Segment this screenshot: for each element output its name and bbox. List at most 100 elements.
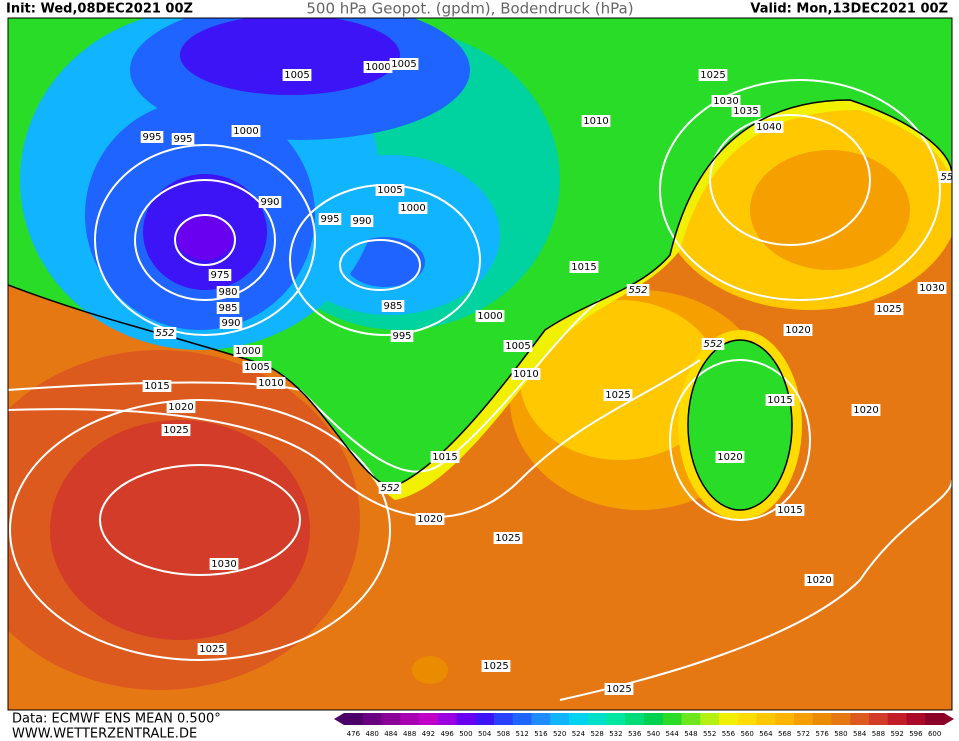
colorbar-swatch — [681, 713, 701, 725]
colorbar-label: 480 — [365, 730, 378, 738]
colorbar-swatch — [812, 713, 832, 725]
contour-label: 552 — [155, 328, 174, 339]
colorbar-swatch — [925, 713, 945, 725]
isobar-label-box — [216, 286, 240, 298]
isobar-label-box — [754, 121, 784, 133]
colorbar-label: 560 — [740, 730, 753, 738]
isobar-label-box — [851, 404, 881, 416]
contour-label-box — [626, 284, 650, 296]
contour-label-box — [938, 171, 952, 183]
isobar-label-box — [917, 282, 947, 294]
isobar-label: 995 — [392, 331, 411, 342]
isobar-label-box — [142, 380, 172, 392]
isobar-label-box — [381, 300, 405, 312]
isobar-label-box — [258, 196, 282, 208]
contour-label: 552 — [380, 483, 399, 494]
isobar-label-box — [375, 184, 405, 196]
isobar-label-box — [282, 69, 312, 81]
colorbar-swatch — [512, 713, 532, 725]
init-time: Init: Wed,08DEC2021 00Z — [6, 2, 193, 17]
isobar-label: 985 — [218, 303, 237, 314]
map-title: 500 hPa Geopot. (gpdm), Bodendruck (hPa) — [306, 0, 633, 18]
isobar-label-box — [390, 330, 414, 342]
contour-label-box — [153, 327, 177, 339]
colorbar-label: 476 — [347, 730, 361, 738]
isobar-label: 1005 — [244, 362, 269, 373]
isobar-label: 1020 — [168, 402, 193, 413]
contour-label: 552 — [703, 339, 722, 350]
isobar-label: 1005 — [377, 185, 402, 196]
isobar-label-box — [581, 115, 611, 127]
colorbar-swatch — [400, 713, 420, 725]
valid-time: Valid: Mon,13DEC2021 00Z — [750, 2, 948, 17]
colorbar-arrow-left — [334, 713, 344, 725]
colorbar-label: 552 — [703, 730, 716, 738]
colorbar-swatch — [887, 713, 907, 725]
colorbar-label: 596 — [909, 730, 923, 738]
colorbar-label: 520 — [553, 730, 566, 738]
isobar-label: 1015 — [571, 262, 596, 273]
isobar-label: 975 — [210, 270, 229, 281]
isobar-label-box — [231, 125, 261, 137]
colorbar-arrow-right — [944, 713, 954, 725]
colorbar-label: 516 — [534, 730, 548, 738]
isobar-label: 990 — [221, 318, 240, 329]
colorbar-label: 488 — [403, 730, 416, 738]
isobar-label-box — [604, 683, 634, 695]
isobar-label: 1040 — [756, 122, 781, 133]
isobar-label-box — [161, 424, 191, 436]
isobar-label: 980 — [218, 287, 237, 298]
colorbar-swatch — [550, 713, 570, 725]
colorbar-swatch — [719, 713, 739, 725]
isobar-label-box — [475, 310, 505, 322]
isobar-label: 1025 — [483, 661, 508, 672]
colorbar-swatch — [625, 713, 645, 725]
isobar-label-box — [569, 261, 599, 273]
isobar-label: 995 — [320, 214, 339, 225]
isobar-label: 1000 — [365, 62, 390, 73]
isobar-label: 1025 — [876, 304, 901, 315]
colorbar-label: 496 — [440, 730, 454, 738]
isobar-label-box — [350, 215, 374, 227]
isobar-label-box — [242, 361, 272, 373]
isobar-label: 1020 — [853, 405, 878, 416]
website: WWW.WETTERZENTRALE.DE — [12, 727, 197, 741]
isobar-label: 1015 — [767, 395, 792, 406]
isobar-label: 1025 — [605, 390, 630, 401]
isobar-label: 1025 — [199, 644, 224, 655]
isobar-label-box — [140, 131, 164, 143]
isobar-label-box — [775, 504, 805, 516]
isobar-label: 1010 — [583, 116, 608, 127]
data-source: Data: ECMWF ENS MEAN 0.500° — [12, 712, 221, 727]
isobar-label: 1025 — [606, 684, 631, 695]
isobar-label-box — [783, 324, 813, 336]
isobar-label: 1020 — [417, 514, 442, 525]
isobar-label: 1000 — [233, 126, 258, 137]
colorbar-swatch — [437, 713, 457, 725]
colorbar-swatch — [587, 713, 607, 725]
isobar-label-box — [698, 69, 728, 81]
colorbar-swatch — [381, 713, 401, 725]
colorbar-label: 544 — [665, 730, 679, 738]
colorbar-label: 536 — [628, 730, 642, 738]
isobar-label: 1015 — [144, 381, 169, 392]
isobar-label: 1010 — [258, 378, 283, 389]
colorbar-swatch — [456, 713, 476, 725]
isobar-label: 1025 — [495, 533, 520, 544]
isobar-label-box — [804, 574, 834, 586]
isobar-label-box — [430, 451, 460, 463]
colorbar-swatch — [906, 713, 926, 725]
isobar-label: 1020 — [785, 325, 810, 336]
colorbar-label: 584 — [853, 730, 867, 738]
isobar-label: 1020 — [717, 452, 742, 463]
colorbar-label: 540 — [647, 730, 660, 738]
colorbar-swatch — [344, 713, 364, 725]
isobar-label-box — [874, 303, 904, 315]
colorbar-label: 600 — [928, 730, 941, 738]
colorbar-label: 492 — [422, 730, 435, 738]
isobar-label-box — [166, 401, 196, 413]
contour-label: 552 — [940, 172, 959, 183]
colorbar-label: 504 — [478, 730, 492, 738]
